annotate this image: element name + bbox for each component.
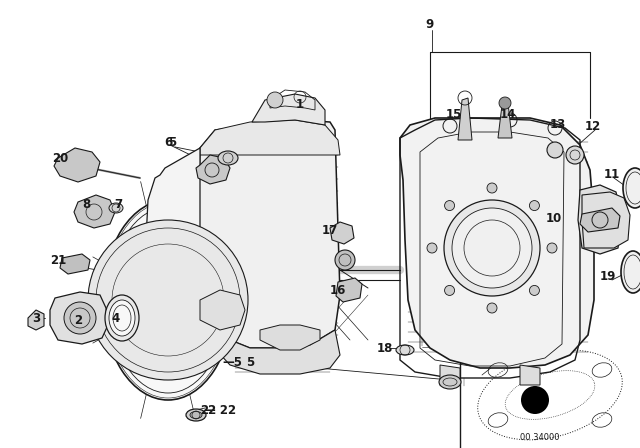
Text: 1: 1 <box>296 99 304 112</box>
Ellipse shape <box>218 151 238 165</box>
Polygon shape <box>218 330 340 374</box>
Circle shape <box>335 250 355 270</box>
Polygon shape <box>336 278 362 302</box>
Circle shape <box>547 142 563 158</box>
Polygon shape <box>400 118 594 368</box>
Text: 00 34000: 00 34000 <box>520 434 560 443</box>
Circle shape <box>64 302 96 334</box>
Text: 8: 8 <box>82 198 90 211</box>
Text: 5: 5 <box>168 135 176 148</box>
Polygon shape <box>198 120 340 348</box>
Ellipse shape <box>186 409 206 421</box>
Ellipse shape <box>439 375 461 389</box>
Circle shape <box>529 285 540 295</box>
Circle shape <box>499 97 511 109</box>
Text: 6: 6 <box>164 135 172 148</box>
Text: 14: 14 <box>500 108 516 121</box>
Text: — 22: — 22 <box>204 404 236 417</box>
Text: 5: 5 <box>246 356 254 369</box>
Circle shape <box>445 201 454 211</box>
Ellipse shape <box>190 412 202 418</box>
Polygon shape <box>498 103 512 138</box>
Ellipse shape <box>109 300 135 336</box>
Circle shape <box>452 208 532 288</box>
Polygon shape <box>458 98 472 140</box>
Circle shape <box>88 220 248 380</box>
Text: 4: 4 <box>112 311 120 324</box>
Text: 3: 3 <box>32 311 40 324</box>
Ellipse shape <box>623 168 640 208</box>
Text: 22: 22 <box>200 404 216 417</box>
Text: 7: 7 <box>114 198 122 211</box>
Polygon shape <box>28 310 44 330</box>
Circle shape <box>521 386 549 414</box>
Text: 9: 9 <box>426 18 434 31</box>
Polygon shape <box>200 120 340 155</box>
Circle shape <box>487 303 497 313</box>
Text: 19: 19 <box>600 270 616 283</box>
Text: 2: 2 <box>74 314 82 327</box>
Polygon shape <box>330 222 354 244</box>
Circle shape <box>547 243 557 253</box>
Polygon shape <box>582 192 630 248</box>
Text: 20: 20 <box>52 151 68 164</box>
Polygon shape <box>252 94 325 125</box>
Text: 15: 15 <box>446 108 462 121</box>
Circle shape <box>529 201 540 211</box>
Polygon shape <box>578 185 622 254</box>
Text: 21: 21 <box>50 254 66 267</box>
Circle shape <box>566 146 584 164</box>
Polygon shape <box>260 325 320 350</box>
Polygon shape <box>440 365 460 385</box>
Ellipse shape <box>109 203 123 213</box>
Ellipse shape <box>621 251 640 293</box>
Circle shape <box>487 183 497 193</box>
Polygon shape <box>200 290 245 330</box>
Circle shape <box>444 200 540 296</box>
Ellipse shape <box>396 345 414 355</box>
Text: 11: 11 <box>604 168 620 181</box>
Polygon shape <box>580 208 620 232</box>
Text: 17: 17 <box>322 224 338 237</box>
Polygon shape <box>54 148 100 182</box>
Text: 12: 12 <box>585 120 601 133</box>
Polygon shape <box>50 292 108 344</box>
Circle shape <box>267 92 283 108</box>
Ellipse shape <box>103 200 233 400</box>
Text: —5: —5 <box>222 356 242 369</box>
Polygon shape <box>74 195 115 228</box>
Text: 18: 18 <box>377 341 393 354</box>
Circle shape <box>445 285 454 295</box>
Text: 10: 10 <box>546 211 562 224</box>
Text: 13: 13 <box>550 117 566 130</box>
Polygon shape <box>60 254 90 274</box>
Polygon shape <box>196 155 230 184</box>
Text: 16: 16 <box>330 284 346 297</box>
Ellipse shape <box>105 295 139 341</box>
Circle shape <box>427 243 437 253</box>
Polygon shape <box>520 365 540 385</box>
Polygon shape <box>146 148 200 310</box>
